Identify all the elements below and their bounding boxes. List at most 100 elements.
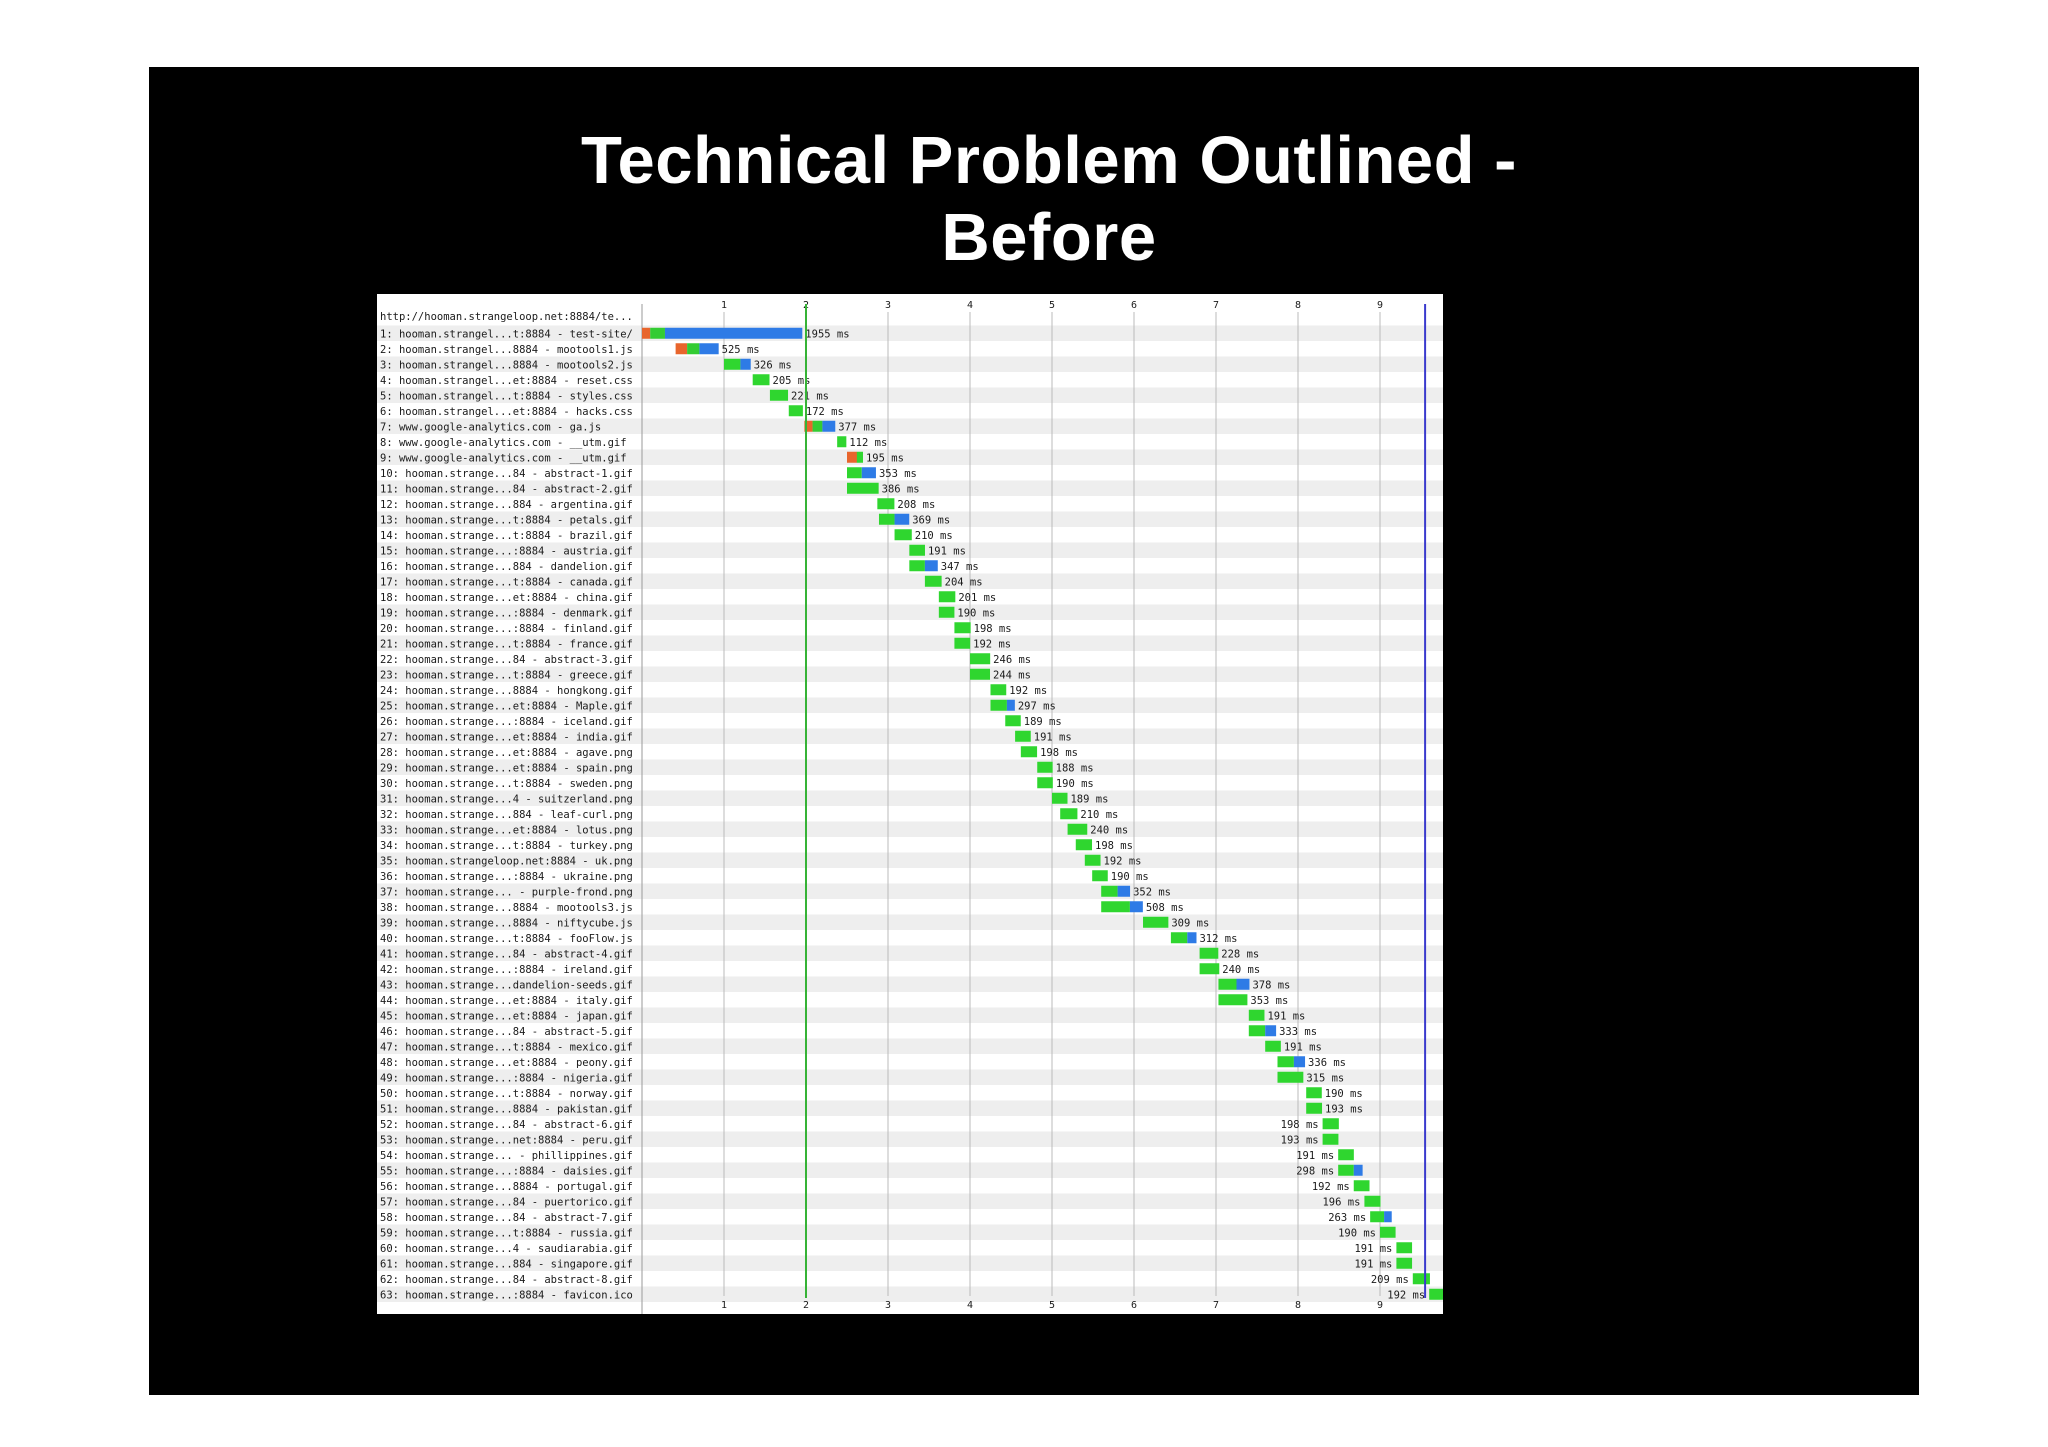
duration-label: 204 ms: [945, 576, 983, 588]
duration-label: 191 ms: [1354, 1258, 1392, 1270]
request-label: 2: hooman.strangel...8884 - mootools1.js: [380, 344, 633, 356]
download-segment: [1129, 901, 1143, 913]
request-bar: [1092, 870, 1108, 882]
duration-label: 297 ms: [1018, 700, 1056, 712]
request-label: 22: hooman.strange...84 - abstract-3.gif: [380, 654, 633, 666]
duration-label: 192 ms: [1104, 855, 1142, 867]
x-tick-label-bottom: 8: [1295, 1300, 1301, 1311]
request-label: 14: hooman.strange...t:8884 - brazil.gif: [380, 530, 633, 542]
row-stripe: [377, 666, 1443, 682]
duration-label: 172 ms: [806, 406, 844, 418]
request-label: 9: www.google-analytics.com - __utm.gif: [380, 452, 627, 464]
request-bar: [938, 606, 955, 618]
duration-label: 1955 ms: [805, 328, 849, 340]
duration-label: 201 ms: [958, 592, 996, 604]
request-label: 15: hooman.strange...:8884 - austria.gif: [380, 545, 633, 557]
x-tick-label-bottom: 3: [885, 1300, 891, 1311]
request-bar: [1075, 839, 1093, 851]
download-segment: [1353, 1164, 1363, 1176]
duration-label: 221 ms: [791, 390, 829, 402]
duration-label: 192 ms: [1387, 1289, 1425, 1301]
request-bar: [1199, 947, 1219, 959]
request-bar: [970, 653, 991, 665]
row-stripe: [377, 1286, 1443, 1302]
duration-label: 189 ms: [1024, 716, 1062, 728]
request-label: 39: hooman.strange...8884 - niftycube.js: [380, 917, 633, 929]
dns-segment: [847, 451, 857, 463]
row-stripe: [377, 914, 1443, 930]
request-bar: [1015, 730, 1031, 742]
duration-label: 386 ms: [882, 483, 920, 495]
request-bar: [938, 591, 956, 603]
duration-label: 198 ms: [1040, 747, 1078, 759]
duration-label: 191 ms: [1354, 1243, 1392, 1255]
duration-label: 336 ms: [1308, 1057, 1346, 1069]
request-label: 23: hooman.strange...t:8884 - greece.gif: [380, 669, 633, 681]
request-label: 35: hooman.strangeloop.net:8884 - uk.png: [380, 855, 633, 867]
wait-segment: [878, 513, 895, 525]
duration-label: 240 ms: [1222, 964, 1260, 976]
request-label: 62: hooman.strange...84 - abstract-8.gif: [380, 1274, 633, 1286]
x-tick-label-top: 8: [1295, 300, 1301, 311]
duration-label: 369 ms: [912, 514, 950, 526]
request-label: 61: hooman.strange...884 - singapore.gif: [380, 1258, 633, 1270]
request-bar: [1396, 1242, 1413, 1254]
download-segment: [740, 358, 751, 370]
download-segment: [924, 560, 938, 572]
request-label: 51: hooman.strange...8884 - pakistan.gif: [380, 1103, 633, 1115]
waterfall-chart: 112233445566778899http://hooman.strangel…: [377, 294, 1443, 1314]
row-stripe: [377, 480, 1443, 496]
request-bar: [1322, 1118, 1339, 1130]
waterfall-svg: 112233445566778899http://hooman.strangel…: [377, 300, 1443, 1314]
request-bar: [1020, 746, 1038, 758]
request-label: 38: hooman.strange...8884 - mootools3.js: [380, 902, 633, 914]
row-stripe: [377, 1193, 1443, 1209]
x-tick-label-top: 4: [967, 300, 973, 311]
duration-label: 190 ms: [1338, 1227, 1376, 1239]
request-label: 40: hooman.strange...t:8884 - fooFlow.js: [380, 933, 633, 945]
page-url-label: http://hooman.strangeloop.net:8884/te...: [380, 311, 633, 323]
duration-label: 190 ms: [957, 607, 995, 619]
duration-label: 240 ms: [1090, 824, 1128, 836]
row-stripe: [377, 728, 1443, 744]
x-tick-label-bottom: 5: [1049, 1300, 1055, 1311]
request-label: 5: hooman.strangel...t:8884 - styles.css: [380, 390, 633, 402]
request-bar: [1322, 1133, 1339, 1145]
request-label: 20: hooman.strange...:8884 - finland.gif: [380, 623, 633, 635]
download-segment: [1006, 699, 1015, 711]
duration-label: 192 ms: [1009, 685, 1047, 697]
row-stripe: [377, 1255, 1443, 1271]
duration-label: 315 ms: [1306, 1072, 1344, 1084]
request-bar: [1412, 1273, 1430, 1285]
wait-segment: [847, 467, 862, 479]
request-label: 54: hooman.strange... - phillippines.gif: [380, 1150, 633, 1162]
request-label: 4: hooman.strangel...et:8884 - reset.css: [380, 375, 633, 387]
duration-label: 326 ms: [754, 359, 792, 371]
request-label: 19: hooman.strange...:8884 - denmark.gif: [380, 607, 633, 619]
request-bar: [924, 575, 942, 587]
duration-label: 347 ms: [941, 561, 979, 573]
duration-label: 190 ms: [1325, 1088, 1363, 1100]
duration-label: 298 ms: [1296, 1165, 1334, 1177]
duration-label: 525 ms: [722, 344, 760, 356]
request-label: 53: hooman.strange...net:8884 - peru.gif: [380, 1134, 633, 1146]
duration-label: 205 ms: [773, 375, 811, 387]
row-stripe: [377, 387, 1443, 403]
duration-label: 193 ms: [1325, 1103, 1363, 1115]
row-stripe: [377, 821, 1443, 837]
duration-label: 191 ms: [1034, 731, 1072, 743]
download-segment: [1293, 1056, 1306, 1068]
dns-segment: [804, 420, 813, 432]
duration-label: 333 ms: [1279, 1026, 1317, 1038]
request-bar: [1199, 963, 1220, 975]
duration-label: 191 ms: [1284, 1041, 1322, 1053]
request-label: 6: hooman.strangel...et:8884 - hacks.css: [380, 406, 633, 418]
request-label: 25: hooman.strange...et:8884 - Maple.gif: [380, 700, 633, 712]
request-label: 52: hooman.strange...84 - abstract-6.gif: [380, 1119, 633, 1131]
request-label: 31: hooman.strange...4 - suitzerland.png: [380, 793, 633, 805]
request-label: 43: hooman.strange...dandelion-seeds.gif: [380, 979, 633, 991]
duration-label: 352 ms: [1133, 886, 1171, 898]
wait-segment: [1248, 1025, 1266, 1037]
request-bar: [954, 637, 971, 649]
download-segment: [1236, 978, 1250, 990]
